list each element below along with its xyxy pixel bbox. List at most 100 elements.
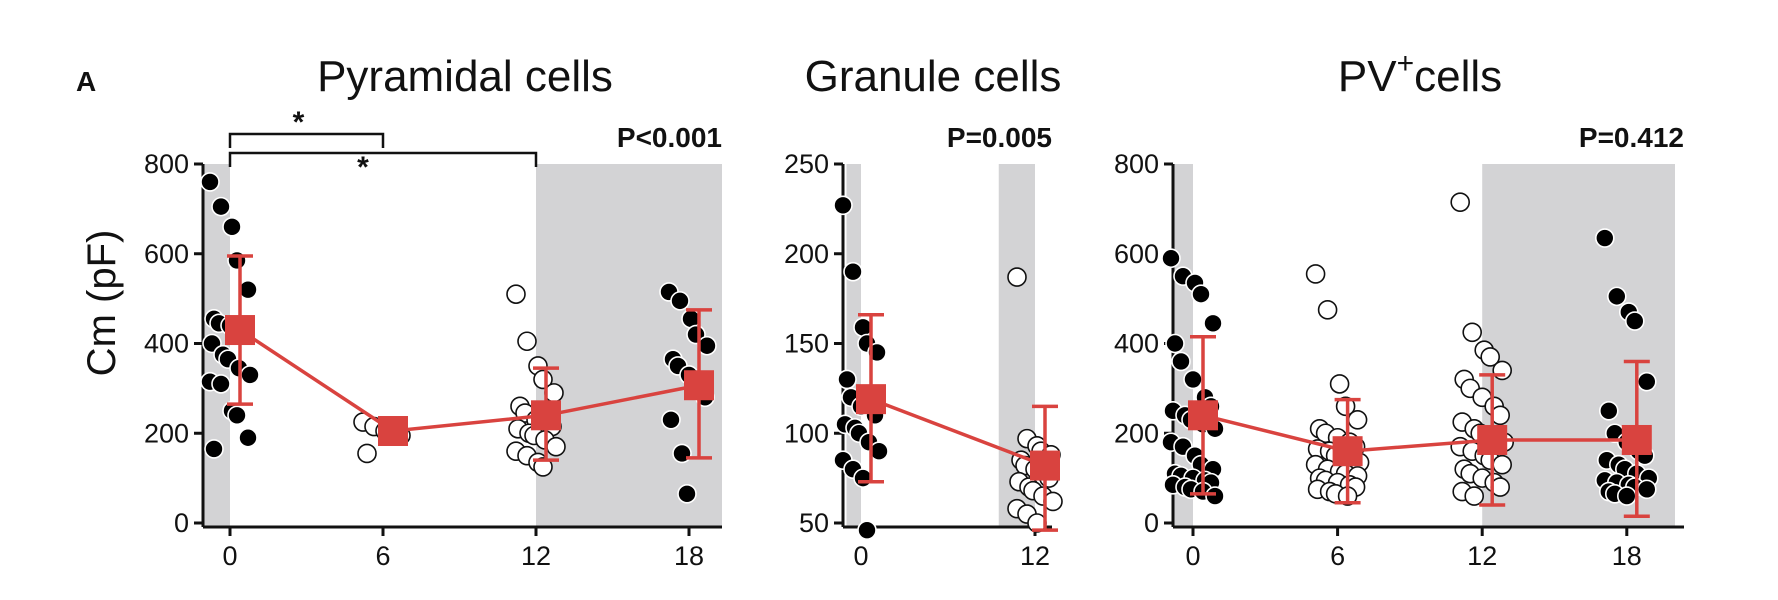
- pv-title: PV+cells: [1338, 47, 1502, 101]
- x-tick-label: 12: [1020, 541, 1050, 571]
- pyr-p-value: P<0.001: [617, 122, 722, 153]
- data-point: [1203, 313, 1223, 334]
- x-tick-label: 6: [375, 541, 390, 571]
- x-tick-label: 18: [1612, 541, 1642, 571]
- data-point: [533, 457, 553, 477]
- data-point: [240, 365, 260, 385]
- y-tick-label: 200: [1114, 418, 1159, 448]
- mean-marker: [1332, 436, 1363, 467]
- mean-line: [870, 397, 1046, 468]
- pv-mean: [1188, 335, 1652, 519]
- gran-axes: 50 100 150 200 250 0 12: [784, 149, 1052, 571]
- y-tick-label: 250: [784, 149, 829, 179]
- data-point: [1462, 322, 1482, 343]
- y-tick-label: 0: [174, 508, 189, 538]
- significance-star: *: [293, 106, 305, 139]
- y-tick-label: 200: [144, 418, 189, 448]
- chart-pyramidal: Pyramidal cells P<0.001 0 200 400 600 800 0 6 1…: [144, 52, 722, 571]
- data-point: [200, 172, 220, 192]
- y-tick-label: 0: [1144, 508, 1159, 538]
- mean-marker: [1621, 424, 1652, 455]
- x-tick-label: 6: [1330, 541, 1345, 571]
- panel-label: A: [76, 66, 96, 97]
- data-point: [1007, 267, 1027, 287]
- significance-star: *: [357, 151, 369, 184]
- data-point: [1464, 486, 1484, 506]
- pyr-shading: [204, 164, 722, 527]
- mean-marker: [856, 384, 886, 415]
- pyr-significance: **: [228, 106, 538, 184]
- data-point: [1637, 479, 1657, 500]
- x-tick-label: 18: [674, 541, 704, 571]
- pyr-axes: 0 200 400 600 800 0 6 12 18: [144, 149, 722, 571]
- mean-marker: [378, 416, 408, 447]
- data-point: [1607, 286, 1627, 307]
- data-point: [833, 195, 853, 216]
- data-point: [1161, 248, 1181, 269]
- y-tick-label: 600: [1114, 239, 1159, 269]
- data-point: [1637, 371, 1657, 392]
- x-tick-label: 0: [853, 541, 868, 571]
- data-point: [670, 291, 690, 311]
- data-point: [1480, 347, 1500, 367]
- mean-marker: [684, 370, 714, 401]
- chart-pv: PV+cells P=0.412 0 200 400 600 800 0 6 12 18: [1114, 47, 1684, 571]
- data-point: [677, 484, 697, 504]
- pv-title-main: PV: [1338, 52, 1397, 101]
- x-tick-label: 0: [1185, 541, 1200, 571]
- data-point: [238, 427, 258, 448]
- data-point: [211, 374, 231, 394]
- data-point: [1305, 264, 1326, 284]
- gran-mean: [856, 313, 1060, 532]
- data-point: [204, 439, 224, 459]
- data-point: [661, 409, 681, 430]
- mean-line: [239, 328, 700, 433]
- data-point: [1492, 454, 1512, 475]
- mean-marker: [531, 400, 561, 431]
- data-point: [1183, 369, 1203, 390]
- data-point: [1191, 284, 1211, 304]
- significance-bracket: [228, 151, 538, 167]
- gran-title: Granule cells: [805, 52, 1062, 101]
- chart-granule: Granule cells P=0.005 50 100 150 200 250 0 12: [784, 52, 1063, 571]
- data-point: [1335, 396, 1356, 417]
- data-point: [1617, 486, 1637, 506]
- data-point: [857, 520, 877, 540]
- data-point: [843, 261, 863, 282]
- mean-marker: [1477, 424, 1508, 455]
- data-point: [546, 436, 566, 457]
- mean-marker: [225, 315, 255, 346]
- data-point: [1171, 351, 1191, 372]
- mean-line: [1202, 413, 1637, 453]
- y-tick-label: 800: [144, 149, 189, 179]
- data-point: [1492, 360, 1512, 381]
- data-point: [1317, 300, 1338, 320]
- data-point: [227, 405, 247, 426]
- data-point: [1165, 333, 1185, 354]
- data-point: [222, 217, 242, 237]
- y-tick-label: 600: [144, 239, 189, 269]
- x-tick-label: 12: [1467, 541, 1497, 571]
- y-axis-label: Cm (pF): [80, 230, 124, 377]
- pyr-title: Pyramidal cells: [317, 52, 613, 101]
- pv-p-value: P=0.412: [1579, 122, 1684, 153]
- x-tick-label: 0: [222, 541, 237, 571]
- data-point: [1625, 311, 1645, 331]
- data-point: [227, 250, 247, 271]
- data-point: [1595, 228, 1615, 248]
- data-point: [672, 443, 692, 464]
- y-tick-label: 400: [144, 329, 189, 359]
- y-tick-label: 150: [784, 329, 829, 359]
- data-point: [1329, 374, 1350, 394]
- data-point: [1205, 486, 1225, 506]
- data-point: [506, 284, 526, 304]
- data-point: [1347, 409, 1368, 430]
- data-point: [211, 196, 231, 217]
- data-point: [837, 369, 857, 390]
- pv-title-suffix: cells: [1414, 52, 1502, 101]
- x-tick-label: 12: [521, 541, 551, 571]
- data-point: [1450, 192, 1470, 212]
- y-tick-label: 800: [1114, 149, 1159, 179]
- data-point: [357, 443, 377, 464]
